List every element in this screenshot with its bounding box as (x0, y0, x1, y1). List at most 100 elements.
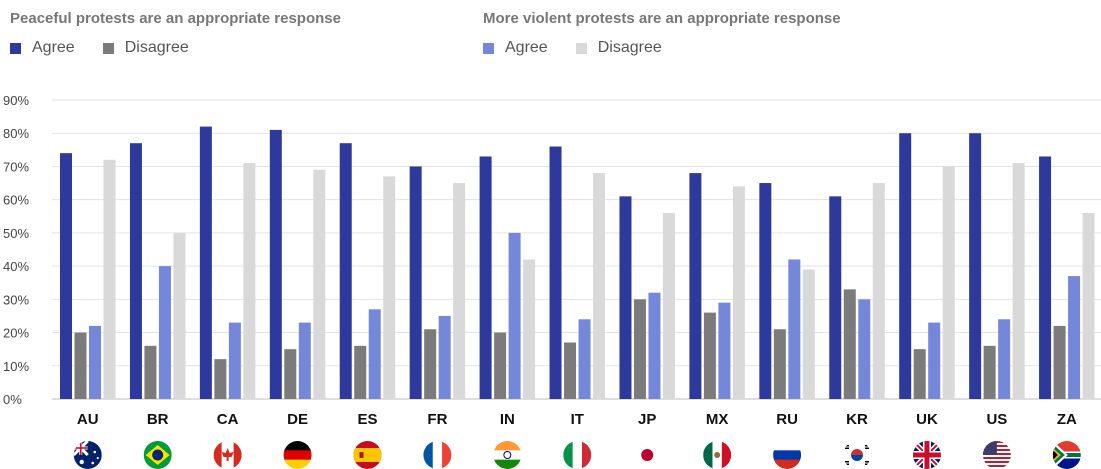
legend-label-peaceful-disagree: Disagree (124, 39, 189, 56)
bar-kr-violent-disagree (872, 183, 885, 399)
australia-flag-icon (73, 441, 102, 469)
bar-jp-peaceful-agree (619, 196, 632, 399)
category-label-in: IN (500, 411, 515, 428)
us-flag-icon (982, 441, 1011, 469)
bar-us-violent-disagree (1012, 163, 1025, 399)
gridlines (52, 99, 1101, 400)
bar-de-violent-disagree (313, 169, 326, 399)
legend-swatch-violent-agree (483, 42, 494, 54)
uk-flag-icon (912, 441, 941, 469)
bar-es-peaceful-agree (339, 143, 352, 399)
bar-au-peaceful-agree (60, 153, 72, 399)
bar-mx-violent-agree (718, 302, 731, 399)
south-korea-flag-icon (843, 441, 872, 469)
bar-in-peaceful-agree (479, 156, 492, 399)
category-label-za: ZA (1057, 411, 1077, 428)
category-label-jp: JP (638, 411, 656, 428)
bar-kr-peaceful-disagree (843, 289, 856, 399)
mexico-flag-icon (703, 441, 732, 469)
y-tick-label: 40% (3, 259, 29, 274)
bar-fr-violent-agree (438, 315, 451, 399)
bar-za-violent-agree (1068, 276, 1081, 399)
bars (60, 126, 1095, 400)
y-tick-label: 90% (3, 93, 29, 108)
bar-ru-violent-agree (788, 259, 801, 399)
legend-label-violent-agree: Agree (505, 39, 548, 56)
india-flag-icon (493, 441, 522, 469)
bar-kr-peaceful-agree (829, 196, 842, 399)
bar-us-peaceful-agree (969, 133, 982, 399)
legend-title-violent: More violent protests are an appropriate… (483, 10, 841, 27)
bar-au-violent-disagree (103, 159, 116, 399)
bar-uk-violent-agree (928, 322, 941, 399)
category-label-mx: MX (706, 411, 729, 428)
germany-flag-icon (283, 441, 312, 469)
legend-swatch-peaceful-disagree (102, 42, 114, 54)
bar-it-violent-agree (578, 319, 591, 399)
bar-au-violent-agree (89, 325, 101, 399)
bar-in-peaceful-disagree (494, 332, 507, 399)
y-tick-label: 80% (3, 126, 29, 141)
legend-title-peaceful: Peaceful protests are an appropriate res… (10, 10, 341, 27)
bar-ca-peaceful-agree (199, 126, 212, 400)
bar-de-violent-agree (298, 322, 311, 399)
legend-item-violent-agree: Agree (483, 39, 548, 57)
bar-ru-peaceful-agree (759, 183, 772, 399)
bar-br-peaceful-agree (129, 143, 142, 399)
category-label-kr: KR (846, 411, 868, 428)
bar-es-peaceful-disagree (354, 345, 367, 399)
bar-jp-violent-disagree (662, 212, 675, 399)
japan-flag-icon (633, 441, 662, 469)
category-label-es: ES (357, 411, 377, 428)
bar-uk-violent-disagree (942, 166, 955, 399)
bar-de-peaceful-disagree (284, 349, 297, 399)
legend-group-peaceful: Peaceful protests are an appropriate res… (10, 10, 341, 57)
bar-uk-peaceful-agree (899, 133, 912, 399)
bar-in-violent-agree (508, 232, 521, 399)
category-label-it: IT (571, 411, 584, 428)
bar-us-peaceful-disagree (983, 345, 996, 399)
bar-au-peaceful-disagree (74, 332, 87, 399)
category-label-au: AU (77, 411, 99, 428)
y-tick-label: 30% (3, 292, 29, 307)
bar-es-violent-disagree (383, 176, 396, 399)
bar-es-violent-agree (368, 309, 381, 399)
legend-label-violent-disagree: Disagree (597, 39, 662, 56)
y-tick-label: 50% (3, 226, 29, 241)
south-africa-flag-icon (1052, 441, 1081, 469)
bar-br-violent-disagree (173, 232, 186, 399)
bar-mx-peaceful-disagree (703, 312, 716, 399)
bar-jp-peaceful-disagree (633, 299, 646, 399)
bar-fr-peaceful-disagree (424, 329, 437, 399)
bar-it-peaceful-disagree (564, 342, 577, 399)
legend-swatch-violent-disagree (575, 42, 587, 54)
bar-kr-violent-agree (858, 299, 871, 399)
bar-ca-violent-disagree (243, 163, 256, 399)
bar-fr-violent-disagree (453, 183, 466, 399)
bar-fr-peaceful-agree (409, 166, 422, 399)
bar-br-violent-agree (158, 266, 171, 399)
russia-flag-icon (773, 441, 802, 469)
category-label-fr: FR (427, 411, 447, 428)
category-label-us: US (986, 411, 1007, 428)
bar-za-violent-disagree (1082, 212, 1095, 399)
bar-jp-violent-agree (648, 292, 661, 399)
bar-mx-violent-disagree (732, 186, 745, 399)
legend-swatch-peaceful-agree (10, 42, 21, 54)
bar-za-peaceful-disagree (1053, 325, 1066, 399)
canada-flag-icon (213, 441, 242, 469)
y-tick-label: 0% (3, 392, 22, 407)
bar-ru-peaceful-disagree (773, 329, 786, 399)
legend-item-violent-disagree: Disagree (575, 39, 662, 57)
y-tick-label: 60% (3, 193, 29, 208)
italy-flag-icon (563, 441, 592, 469)
bar-uk-peaceful-disagree (913, 349, 926, 399)
bar-ru-violent-disagree (802, 269, 815, 399)
legend-item-peaceful-disagree: Disagree (102, 39, 189, 57)
bar-br-peaceful-disagree (144, 345, 157, 399)
legend-item-peaceful-agree: Agree (10, 39, 75, 57)
category-label-ca: CA (217, 411, 239, 428)
bar-in-violent-disagree (523, 259, 536, 399)
france-flag-icon (423, 441, 452, 469)
